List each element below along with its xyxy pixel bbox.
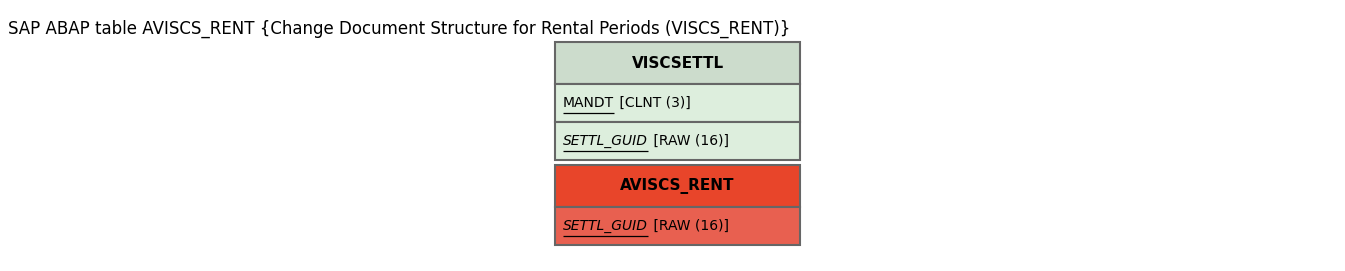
Text: SAP ABAP table AVISCS_RENT {Change Document Structure for Rental Periods (VISCS_: SAP ABAP table AVISCS_RENT {Change Docum… xyxy=(8,20,791,38)
Text: AVISCS_RENT: AVISCS_RENT xyxy=(620,178,734,194)
Bar xyxy=(555,122,800,160)
Bar xyxy=(555,165,800,207)
Bar xyxy=(555,84,800,122)
Text: SETTL_GUID: SETTL_GUID xyxy=(564,134,648,148)
Text: [RAW (16)]: [RAW (16)] xyxy=(648,134,729,148)
Text: [CLNT (3)]: [CLNT (3)] xyxy=(615,96,691,110)
Text: SETTL_GUID: SETTL_GUID xyxy=(564,219,648,233)
Text: [RAW (16)]: [RAW (16)] xyxy=(648,219,729,233)
Bar xyxy=(555,207,800,245)
Text: VISCSETTL: VISCSETTL xyxy=(631,56,724,70)
Bar xyxy=(555,42,800,84)
Text: MANDT: MANDT xyxy=(564,96,615,110)
